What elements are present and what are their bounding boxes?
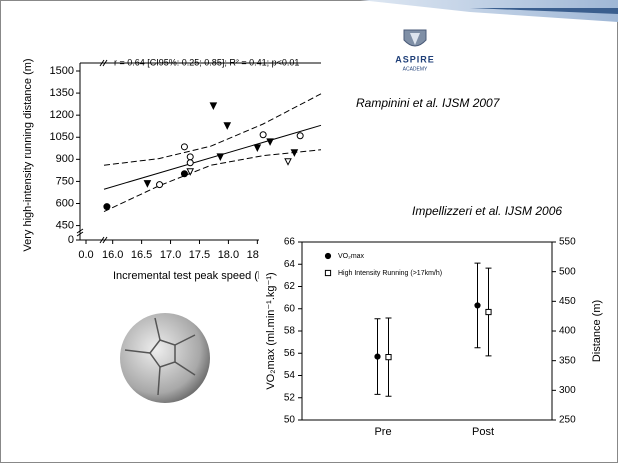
y2-tick-label: 350 xyxy=(559,355,576,366)
y-tick-label: 0 xyxy=(68,234,74,246)
logo-name: ASPIRE xyxy=(395,54,435,64)
slide: ASPIRE ACADEMY Rampinini et al. IJSM 200… xyxy=(0,0,618,463)
y2-tick-label: 400 xyxy=(559,326,576,337)
point xyxy=(157,182,163,188)
x-tick-label: 18.0 xyxy=(218,249,239,261)
x-tick-label: Pre xyxy=(374,426,391,438)
football-image xyxy=(120,313,210,403)
y2-tick-label: 500 xyxy=(559,266,576,277)
y-tick-label: 1200 xyxy=(50,109,74,121)
point xyxy=(260,132,266,138)
point xyxy=(187,154,193,160)
y-axis-label: Very high-intensity running distance (m) xyxy=(22,58,34,251)
y2-tick-label: 550 xyxy=(559,237,576,248)
y-tick-label: 1500 xyxy=(50,65,74,77)
point xyxy=(386,355,391,360)
point xyxy=(486,309,491,314)
y-tick-label: 56 xyxy=(284,348,296,359)
y-tick-label: 54 xyxy=(284,370,296,381)
y-tick-label: 60 xyxy=(284,303,296,314)
y-axis-label: VO₂max (ml.min⁻¹.kg⁻¹) xyxy=(265,272,277,389)
legend-marker xyxy=(325,253,330,258)
point xyxy=(187,160,193,166)
legend-marker xyxy=(325,270,330,275)
x-tick-label: 16.5 xyxy=(131,249,152,261)
y2-tick-label: 300 xyxy=(559,385,576,396)
y-tick-label: 64 xyxy=(284,259,296,270)
point xyxy=(375,354,380,359)
citation: Impellizzeri et al. IJSM 2006 xyxy=(412,204,562,218)
point xyxy=(104,204,110,210)
y-tick-label: 450 xyxy=(56,219,74,231)
point xyxy=(297,133,303,139)
y-tick-label: 66 xyxy=(284,237,296,248)
citation: Rampinini et al. IJSM 2007 xyxy=(356,96,501,110)
x-tick-label: 17.0 xyxy=(160,249,181,261)
y2-tick-label: 250 xyxy=(559,415,576,426)
x-tick-label: 0.0 xyxy=(78,249,93,261)
legend-label: VO₂max xyxy=(338,253,365,260)
y-tick-label: 900 xyxy=(56,153,74,165)
y2-tick-label: 450 xyxy=(559,296,576,307)
y-tick-label: 600 xyxy=(56,197,74,209)
y-tick-label: 58 xyxy=(284,326,296,337)
point xyxy=(475,303,480,308)
x-tick-label: Post xyxy=(472,426,494,438)
legend-label: High Intensity Running (>17km/h) xyxy=(338,270,442,277)
chart-title: r = 0.64 [CI95%: 0.25; 0.85]; R² = 0.41;… xyxy=(114,57,299,67)
y-tick-label: 1350 xyxy=(50,87,74,99)
y2-axis-label: Distance (m) xyxy=(591,300,603,362)
point xyxy=(181,171,187,177)
y-tick-label: 52 xyxy=(284,392,296,403)
y-tick-label: 62 xyxy=(284,281,296,292)
point xyxy=(181,144,187,150)
x-tick-label: 17.5 xyxy=(189,249,210,261)
y-tick-label: 750 xyxy=(56,175,74,187)
x-tick-label: 16.0 xyxy=(102,249,123,261)
y-tick-label: 50 xyxy=(284,415,296,426)
y-tick-label: 1050 xyxy=(50,131,74,143)
logo-subtitle: ACADEMY xyxy=(403,66,428,72)
